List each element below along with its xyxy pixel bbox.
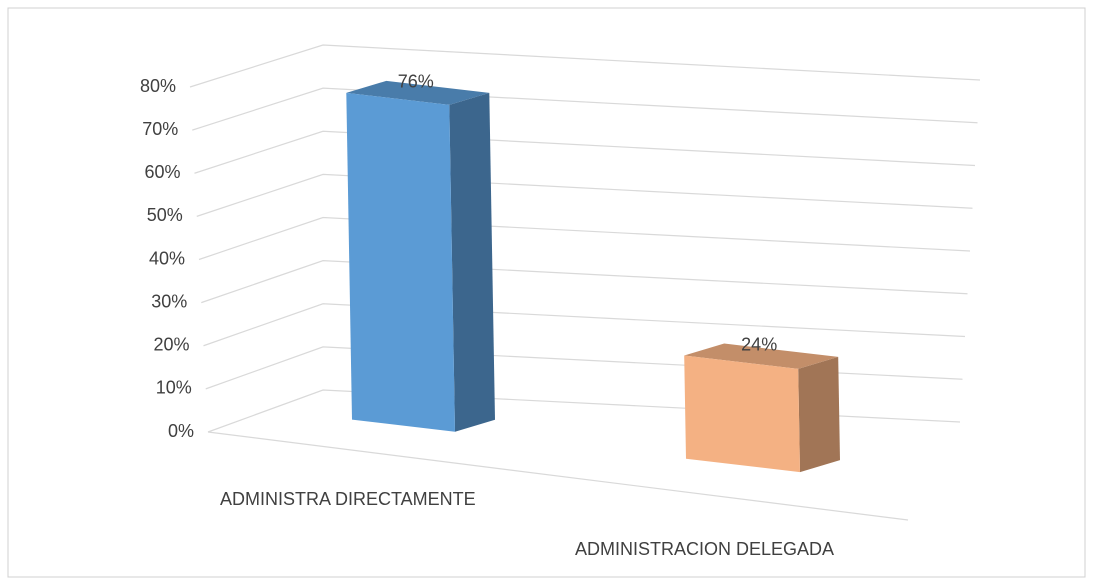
bar — [346, 92, 455, 432]
bar-top — [346, 80, 490, 105]
y-tick-label: 10% — [156, 378, 192, 398]
y-tick-label: 20% — [153, 335, 189, 355]
grid-line — [201, 260, 968, 304]
y-tick-label: 30% — [151, 291, 187, 311]
bar-top — [684, 343, 839, 369]
floor-edge — [207, 431, 909, 521]
value-label: 76% — [398, 72, 434, 92]
grid-line — [192, 87, 978, 131]
bar — [684, 355, 800, 473]
y-tick-label: 60% — [144, 162, 180, 182]
bar-side — [798, 356, 840, 473]
x-tick-label: ADMINISTRACION DELEGADA — [575, 539, 834, 559]
grid-line — [196, 173, 973, 217]
y-tick-label: 0% — [168, 421, 194, 441]
grid-line — [203, 303, 966, 347]
chart-frame — [7, 7, 1086, 578]
y-tick-label: 50% — [147, 205, 183, 225]
y-tick-label: 70% — [142, 119, 178, 139]
grid-line — [189, 44, 981, 88]
bar-side — [449, 92, 495, 432]
x-tick-label: ADMINISTRA DIRECTAMENTE — [220, 489, 476, 509]
grid-line — [194, 130, 976, 174]
y-tick-label: 40% — [149, 248, 185, 268]
grid-line — [198, 216, 971, 261]
y-tick-label: 80% — [140, 76, 176, 96]
value-label: 24% — [741, 334, 777, 354]
